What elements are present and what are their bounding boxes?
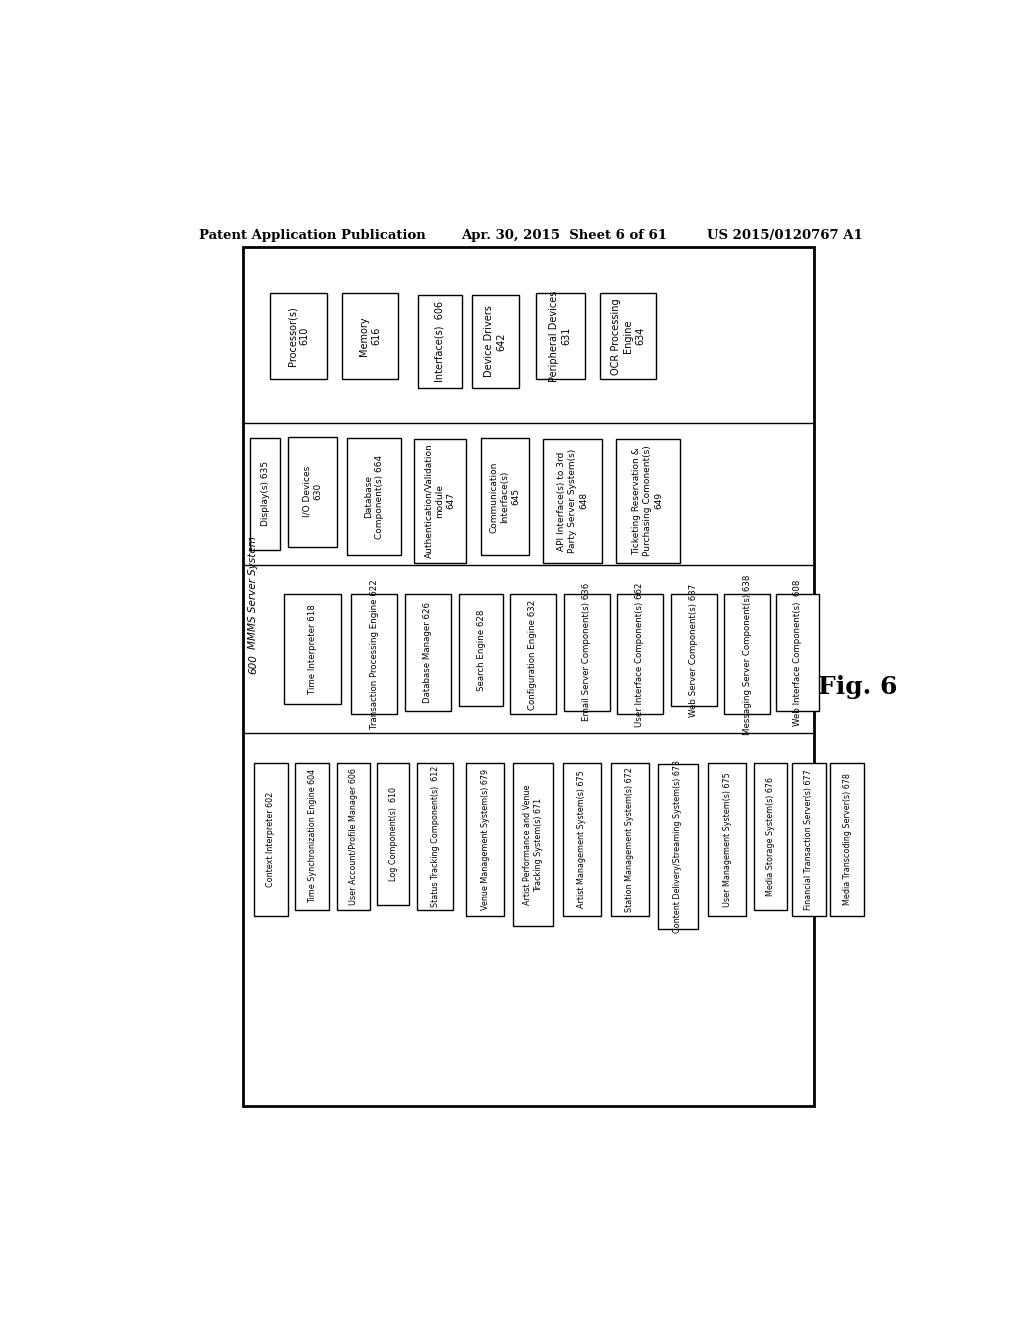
Text: Time Synchronization Engine 604: Time Synchronization Engine 604 <box>307 770 316 903</box>
FancyBboxPatch shape <box>466 763 504 916</box>
FancyBboxPatch shape <box>724 594 770 714</box>
Text: Web Interface Component(s)  608: Web Interface Component(s) 608 <box>794 579 802 726</box>
FancyBboxPatch shape <box>671 594 717 706</box>
Text: Ticketing Reservation &
Purchasing Comonent(s)
649: Ticketing Reservation & Purchasing Comon… <box>632 446 664 556</box>
Text: Apr. 30, 2015  Sheet 6 of 61: Apr. 30, 2015 Sheet 6 of 61 <box>461 230 668 242</box>
Text: Content Delivery/Streaming System(s) 673: Content Delivery/Streaming System(s) 673 <box>674 760 682 933</box>
FancyBboxPatch shape <box>536 293 585 379</box>
FancyBboxPatch shape <box>460 594 503 706</box>
FancyBboxPatch shape <box>709 763 746 916</box>
Text: Search Engine 628: Search Engine 628 <box>476 610 485 692</box>
FancyBboxPatch shape <box>600 293 655 379</box>
FancyBboxPatch shape <box>404 594 451 710</box>
Text: Database
Component(s) 664: Database Component(s) 664 <box>364 455 384 539</box>
FancyBboxPatch shape <box>284 594 341 704</box>
FancyBboxPatch shape <box>776 594 819 710</box>
FancyBboxPatch shape <box>417 763 453 909</box>
Text: Venue Management System(s) 679: Venue Management System(s) 679 <box>480 768 489 909</box>
Text: Memory
616: Memory 616 <box>358 317 381 356</box>
Text: Web Server Component(s) 637: Web Server Component(s) 637 <box>689 583 698 717</box>
FancyBboxPatch shape <box>754 763 787 909</box>
FancyBboxPatch shape <box>510 594 556 714</box>
Text: Context Interpreter 602: Context Interpreter 602 <box>266 792 275 887</box>
FancyBboxPatch shape <box>610 763 648 916</box>
Text: Interface(s)  606: Interface(s) 606 <box>435 301 444 381</box>
FancyBboxPatch shape <box>288 437 337 546</box>
Text: OCR Processing
Engine
634: OCR Processing Engine 634 <box>610 298 645 375</box>
FancyBboxPatch shape <box>481 438 528 556</box>
Text: Processor(s)
610: Processor(s) 610 <box>288 306 310 366</box>
FancyBboxPatch shape <box>250 438 281 549</box>
FancyBboxPatch shape <box>616 440 680 562</box>
FancyBboxPatch shape <box>296 763 329 909</box>
FancyBboxPatch shape <box>243 247 814 1106</box>
Text: Configuration Engine 632: Configuration Engine 632 <box>528 599 538 710</box>
FancyBboxPatch shape <box>347 438 401 556</box>
FancyBboxPatch shape <box>513 763 553 925</box>
Text: Device Drivers
642: Device Drivers 642 <box>484 305 507 378</box>
Text: Fig. 6: Fig. 6 <box>818 675 898 698</box>
Text: User Interface Component(s) 662: User Interface Component(s) 662 <box>635 582 644 726</box>
Text: Patent Application Publication: Patent Application Publication <box>200 230 426 242</box>
Text: User Account/Profile Manager 606: User Account/Profile Manager 606 <box>349 768 357 904</box>
Text: Email Server Component(s) 636: Email Server Component(s) 636 <box>583 583 591 722</box>
FancyBboxPatch shape <box>616 594 663 714</box>
FancyBboxPatch shape <box>472 294 519 388</box>
Text: 600: 600 <box>249 655 258 675</box>
Text: Media Storage System(s) 676: Media Storage System(s) 676 <box>766 777 775 896</box>
Text: Status Tracking Component(s)  612: Status Tracking Component(s) 612 <box>431 766 439 907</box>
Text: User Management System(s) 675: User Management System(s) 675 <box>723 772 732 907</box>
Text: Communication
Interface(s)
645: Communication Interface(s) 645 <box>489 461 520 532</box>
FancyBboxPatch shape <box>543 440 602 562</box>
Text: Authentication/Validation
module
647: Authentication/Validation module 647 <box>424 444 456 558</box>
Text: API Interface(s) to 3rd
Party Server System(s)
648: API Interface(s) to 3rd Party Server Sys… <box>557 449 588 553</box>
Text: Display(s) 635: Display(s) 635 <box>261 461 269 527</box>
FancyBboxPatch shape <box>418 294 462 388</box>
Text: Time Interpreter 618: Time Interpreter 618 <box>307 605 316 694</box>
FancyBboxPatch shape <box>342 293 397 379</box>
FancyBboxPatch shape <box>793 763 825 916</box>
Text: Financial Transaction Server(s) 677: Financial Transaction Server(s) 677 <box>805 770 813 909</box>
Text: Station Management System(s) 672: Station Management System(s) 672 <box>625 767 634 912</box>
Text: I/O Devices
630: I/O Devices 630 <box>302 466 323 517</box>
Text: Artist Management System(s) 675: Artist Management System(s) 675 <box>578 771 587 908</box>
FancyBboxPatch shape <box>377 763 409 906</box>
FancyBboxPatch shape <box>337 763 370 909</box>
FancyBboxPatch shape <box>351 594 397 714</box>
FancyBboxPatch shape <box>830 763 863 916</box>
FancyBboxPatch shape <box>563 763 601 916</box>
FancyBboxPatch shape <box>414 440 466 562</box>
FancyBboxPatch shape <box>563 594 609 710</box>
Text: US 2015/0120767 A1: US 2015/0120767 A1 <box>708 230 863 242</box>
Text: Transaction Processing Engine 622: Transaction Processing Engine 622 <box>370 579 379 729</box>
Text: Messaging Server Component(s) 638: Messaging Server Component(s) 638 <box>742 574 752 735</box>
Text: Database Manager 626: Database Manager 626 <box>424 602 432 702</box>
FancyBboxPatch shape <box>254 763 288 916</box>
FancyBboxPatch shape <box>270 293 328 379</box>
Text: Peripheral Devices
631: Peripheral Devices 631 <box>549 290 571 381</box>
Text: MMMS Server System: MMMS Server System <box>249 536 258 649</box>
Text: Media Transcoding Server(s) 678: Media Transcoding Server(s) 678 <box>843 774 852 906</box>
Text: Log Component(s)  610: Log Component(s) 610 <box>388 787 397 882</box>
Text: Artist Performance and Venue
Tracking System(s) 671: Artist Performance and Venue Tracking Sy… <box>522 784 543 904</box>
FancyBboxPatch shape <box>658 764 697 929</box>
